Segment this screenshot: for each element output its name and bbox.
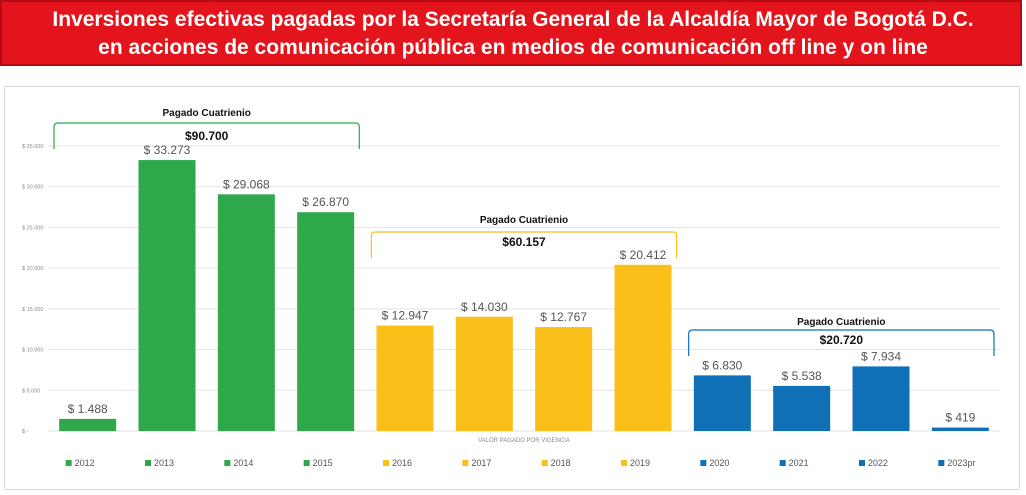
legend-swatch-2013	[145, 460, 151, 466]
bar-2023pr	[931, 427, 989, 431]
title-banner: Inversiones efectivas pagadas por la Sec…	[0, 0, 1022, 66]
legend-label-2020: 2020	[709, 458, 729, 468]
group-total-2: $60.157	[502, 235, 546, 249]
bar-2014	[217, 194, 275, 431]
legend-label-2018: 2018	[551, 458, 571, 468]
bar-2015	[297, 212, 355, 431]
legend-label-2023pr: 2023pr	[947, 458, 975, 468]
legend-swatch-2018	[541, 460, 548, 466]
bar-2021	[773, 385, 831, 431]
bar-2013	[138, 160, 196, 431]
legend-swatch-2017	[462, 460, 469, 466]
legend-swatch-2020	[700, 460, 707, 466]
chart-title-line-1: Inversiones efectivas pagadas por la Sec…	[52, 8, 974, 31]
y-tick-label-6: $ 30.000	[22, 185, 43, 191]
legend-swatch-2022	[859, 460, 865, 466]
bar-2018	[535, 327, 593, 431]
legend-label-2012: 2012	[75, 458, 95, 468]
data-label-2019: $ 20.412	[620, 248, 667, 262]
bar-2016	[376, 325, 434, 431]
legend-label-2022: 2022	[868, 458, 888, 468]
legend-label-2013: 2013	[154, 458, 174, 468]
group-bracket-3	[688, 329, 995, 356]
y-tick-label-2: $ 10.000	[22, 348, 43, 354]
data-label-2014: $ 29.068	[223, 177, 270, 191]
legend-label-2015: 2015	[313, 458, 333, 468]
legend-swatch-2012	[65, 460, 72, 466]
legend-swatch-2015	[303, 460, 310, 466]
group-label-2: Pagado Cuatrienio	[480, 215, 568, 226]
group-label-1: Pagado Cuatrienio	[162, 108, 250, 119]
y-tick-label-0: $ -	[22, 429, 29, 435]
y-tick-label-1: $ 5.000	[22, 388, 40, 394]
data-label-2016: $ 12.947	[382, 309, 429, 323]
bar-2019	[614, 264, 672, 431]
y-tick-label-4: $ 20.000	[22, 266, 43, 272]
group-bracket-1	[53, 122, 360, 149]
y-tick-label-7: $ 35.000	[22, 144, 43, 150]
group-total-1: $90.700	[185, 129, 229, 143]
data-label-2022: $ 7.934	[861, 349, 901, 363]
legend-swatch-2021	[779, 460, 786, 466]
bar-2017	[455, 316, 513, 431]
legend-swatch-2016	[383, 460, 389, 466]
bar-2022	[852, 366, 910, 431]
data-label-2012: $ 1.488	[68, 402, 108, 416]
legend-label-2017: 2017	[471, 458, 491, 468]
data-label-2013: $ 33.273	[144, 143, 191, 157]
legend-label-2021: 2021	[789, 458, 809, 468]
group-total-3: $20.720	[820, 333, 864, 347]
bar-2020	[693, 375, 751, 431]
data-label-2023pr: $ 419	[945, 411, 975, 425]
legend-label-2014: 2014	[233, 458, 253, 468]
legend-swatch-2014	[224, 460, 231, 466]
legend-swatch-2023pr	[938, 460, 945, 466]
group-bracket-2	[370, 231, 678, 258]
legend-label-2016: 2016	[392, 458, 412, 468]
data-label-2021: $ 5.538	[782, 369, 822, 383]
group-label-3: Pagado Cuatrienio	[797, 317, 885, 328]
data-label-2015: $ 26.870	[302, 195, 349, 209]
x-axis-label: VALOR PAGADO POR VIGENCIA	[478, 438, 570, 444]
data-label-2018: $ 12.767	[540, 310, 587, 324]
data-label-2020: $ 6.830	[702, 358, 742, 372]
bar-2012	[59, 418, 117, 431]
y-tick-label-3: $ 15.000	[22, 307, 43, 313]
chart-title-line-2: en acciones de comunicación pública en m…	[98, 36, 928, 59]
data-label-2017: $ 14.030	[461, 300, 508, 314]
legend-label-2019: 2019	[630, 458, 650, 468]
legend-swatch-2019	[621, 460, 627, 466]
y-tick-label-5: $ 25.000	[22, 225, 43, 231]
